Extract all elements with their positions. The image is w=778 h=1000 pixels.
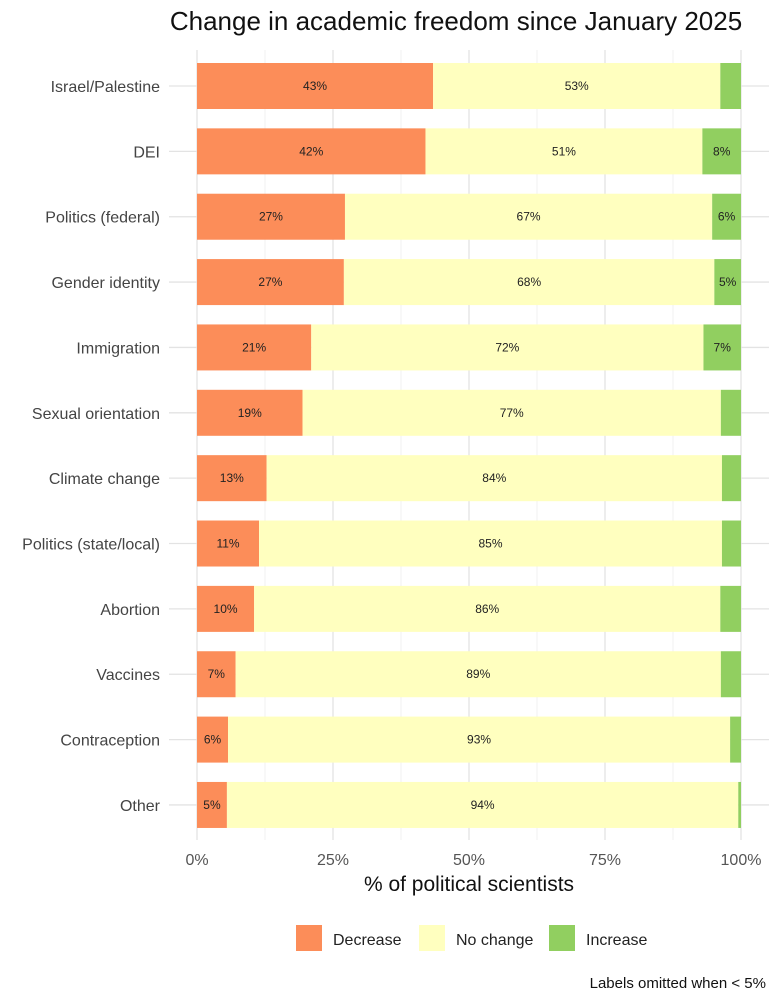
bar-value-label: 85% bbox=[478, 537, 502, 551]
bar-value-label: 6% bbox=[718, 210, 736, 224]
bar-increase bbox=[702, 128, 741, 175]
legend: Decrease No change Increase bbox=[296, 925, 647, 951]
x-tick-label: 0% bbox=[185, 852, 208, 869]
x-tick-label: 75% bbox=[589, 852, 621, 869]
bar-no-change bbox=[259, 520, 722, 567]
bar-increase bbox=[712, 193, 741, 240]
category-label: Gender identity bbox=[51, 275, 160, 292]
chart-title: Change in academic freedom since January… bbox=[170, 6, 742, 36]
chart-caption: Labels omitted when < 5% bbox=[590, 975, 766, 992]
bar-decrease bbox=[197, 63, 434, 109]
legend-swatch bbox=[419, 925, 445, 951]
bar-value-label: 77% bbox=[500, 406, 524, 420]
bar-value-label: 94% bbox=[471, 798, 495, 812]
bar-increase bbox=[738, 781, 741, 828]
x-tick-label: 100% bbox=[721, 852, 762, 869]
bar-no-change bbox=[425, 128, 703, 175]
bar-decrease bbox=[197, 585, 255, 632]
x-axis-title: % of political scientists bbox=[364, 873, 574, 896]
category-label: Contraception bbox=[60, 733, 160, 750]
bar-value-label: 89% bbox=[466, 667, 490, 681]
category-label: DEI bbox=[133, 144, 160, 161]
category-label: Politics (federal) bbox=[45, 210, 160, 227]
x-tick-label: 25% bbox=[317, 852, 349, 869]
bar-no-change bbox=[302, 389, 721, 436]
bar-no-change bbox=[254, 585, 721, 632]
bar-value-label: 72% bbox=[495, 340, 519, 354]
bar-decrease bbox=[197, 455, 267, 502]
legend-swatch bbox=[296, 925, 322, 951]
bar-no-change bbox=[311, 324, 704, 371]
category-label: Politics (state/local) bbox=[22, 537, 160, 554]
bar-value-label: 7% bbox=[208, 667, 226, 681]
category-label: Other bbox=[120, 798, 161, 815]
bar-value-label: 84% bbox=[482, 471, 506, 485]
bar-decrease bbox=[197, 193, 345, 240]
category-label: Immigration bbox=[76, 340, 160, 357]
bar-decrease bbox=[197, 716, 229, 763]
bar-no-change bbox=[235, 651, 721, 698]
bar-value-label: 21% bbox=[242, 340, 266, 354]
bar-increase bbox=[720, 585, 741, 632]
bar-no-change bbox=[228, 716, 731, 763]
legend-label: Increase bbox=[586, 932, 647, 949]
bar-value-label: 86% bbox=[475, 602, 499, 616]
bar-value-label: 27% bbox=[259, 210, 283, 224]
bar-value-label: 42% bbox=[299, 144, 323, 158]
legend-label: No change bbox=[456, 932, 533, 949]
bar-decrease bbox=[197, 324, 312, 371]
bar-decrease bbox=[197, 389, 303, 436]
bar-value-label: 7% bbox=[714, 340, 732, 354]
bar-value-label: 13% bbox=[220, 471, 244, 485]
bar-value-label: 5% bbox=[719, 275, 737, 289]
category-label: Abortion bbox=[100, 602, 160, 619]
bar-decrease bbox=[197, 651, 236, 698]
bar-no-change bbox=[343, 259, 715, 306]
bar-value-label: 43% bbox=[303, 79, 327, 93]
bar-no-change bbox=[226, 781, 739, 828]
y-axis-labels: Israel/Palestine DEI Politics (federal) Gen… bbox=[22, 79, 161, 815]
bar-value-label: 53% bbox=[565, 79, 589, 93]
bar-value-label: 93% bbox=[467, 733, 491, 747]
category-label: Israel/Palestine bbox=[51, 79, 160, 96]
bar-no-change bbox=[344, 193, 713, 240]
bar-decrease bbox=[197, 259, 344, 306]
bar-value-label: 51% bbox=[552, 144, 576, 158]
bar-value-label: 8% bbox=[713, 144, 731, 158]
x-axis-ticks: 0% 25% 50% 75% 100% bbox=[185, 852, 761, 869]
bar-decrease bbox=[197, 520, 260, 567]
bar-value-label: 10% bbox=[214, 602, 238, 616]
bar-no-change bbox=[266, 455, 722, 502]
bar-increase bbox=[703, 324, 741, 371]
bar-value-label: 67% bbox=[517, 210, 541, 224]
bar-value-label: 6% bbox=[204, 733, 222, 747]
bar-increase bbox=[721, 520, 741, 567]
plot-area: 43% 53% 42% 51% 8% 27% 67% 6% 27% 68% 5% 21% 72% 7% 19… bbox=[197, 63, 741, 828]
x-tick-label: 50% bbox=[453, 852, 485, 869]
bar-increase bbox=[720, 651, 741, 698]
bar-increase bbox=[720, 389, 741, 436]
bar-no-change bbox=[433, 63, 721, 109]
category-label: Sexual orientation bbox=[32, 406, 160, 423]
bar-decrease bbox=[197, 781, 227, 828]
bar-increase bbox=[720, 63, 741, 109]
bar-increase bbox=[714, 259, 741, 306]
bar-value-label: 19% bbox=[238, 406, 262, 420]
legend-swatch bbox=[549, 925, 575, 951]
legend-label: Decrease bbox=[333, 932, 402, 949]
bar-value-label: 5% bbox=[203, 798, 221, 812]
category-label: Vaccines bbox=[96, 667, 160, 684]
bar-decrease bbox=[197, 128, 426, 175]
bar-increase bbox=[721, 455, 741, 502]
category-label: Climate change bbox=[49, 471, 160, 488]
bar-value-label: 11% bbox=[216, 537, 239, 551]
bar-value-label: 68% bbox=[517, 275, 541, 289]
bar-value-label: 27% bbox=[258, 275, 282, 289]
bar-increase bbox=[730, 716, 741, 763]
